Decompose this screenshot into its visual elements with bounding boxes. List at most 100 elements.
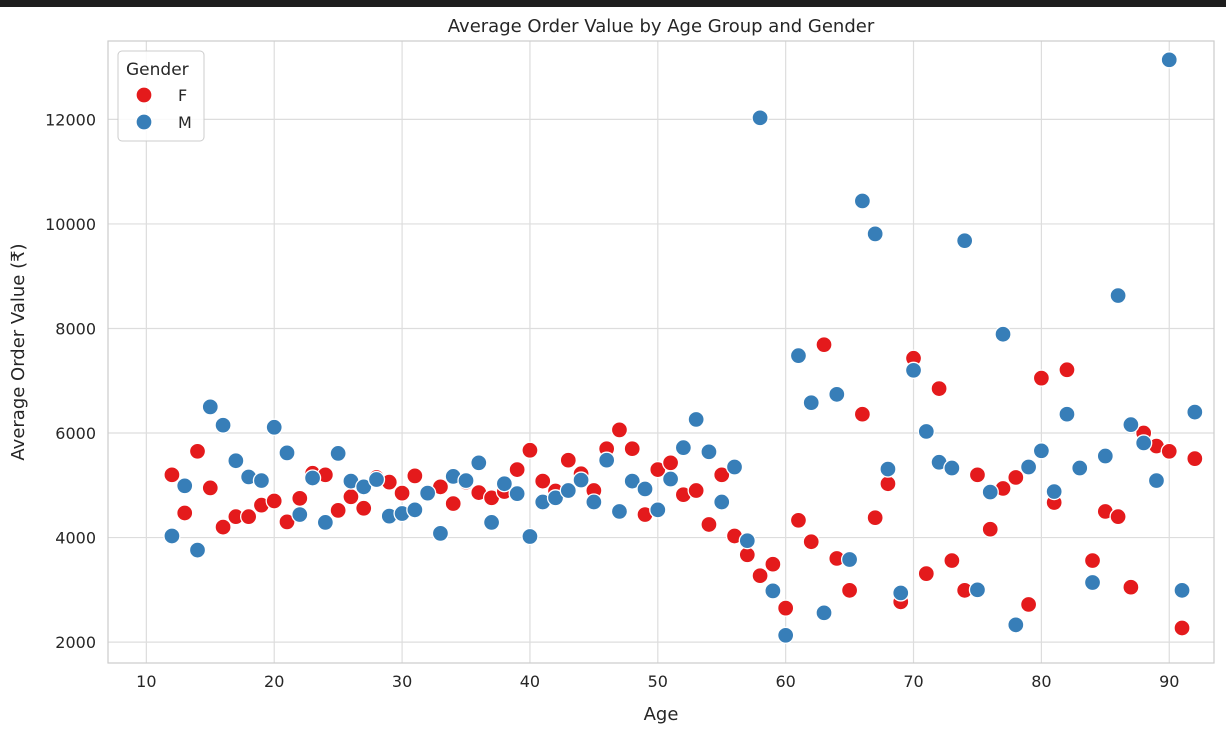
data-point-m xyxy=(278,444,296,462)
data-point-f xyxy=(840,581,859,599)
data-point-f xyxy=(521,441,539,459)
x-tick-label: 10 xyxy=(136,672,156,691)
data-point-f xyxy=(534,472,552,490)
data-point-f xyxy=(355,499,373,517)
data-point-m xyxy=(879,460,897,478)
chart-title: Average Order Value by Age Group and Gen… xyxy=(448,16,875,37)
data-point-f xyxy=(815,336,833,354)
data-point-m xyxy=(738,532,756,550)
data-point-f xyxy=(1007,468,1025,487)
data-point-m xyxy=(892,584,910,602)
data-point-m xyxy=(687,410,705,429)
window-top-bar xyxy=(0,0,1226,7)
data-point-f xyxy=(163,466,181,484)
x-tick-label: 70 xyxy=(903,672,923,691)
data-point-m xyxy=(1071,459,1089,477)
data-point-m xyxy=(1173,581,1191,599)
data-point-m xyxy=(201,398,219,416)
x-tick-label: 50 xyxy=(648,672,668,691)
data-point-m xyxy=(840,550,859,569)
data-point-m xyxy=(751,109,769,127)
legend-entries: FM xyxy=(135,86,192,132)
data-point-m xyxy=(674,439,693,457)
data-point-m xyxy=(419,484,437,502)
x-tick-label: 60 xyxy=(775,672,795,691)
data-point-f xyxy=(444,494,462,513)
data-point-f xyxy=(559,451,577,469)
y-tick-label: 10000 xyxy=(45,215,96,234)
data-point-m xyxy=(1147,471,1166,490)
data-points xyxy=(163,51,1204,644)
data-point-f xyxy=(1109,507,1127,526)
data-point-f xyxy=(1186,449,1204,468)
data-point-f xyxy=(201,479,219,497)
data-point-f xyxy=(1160,442,1178,460)
y-tick-label: 2000 xyxy=(55,633,96,652)
data-point-m xyxy=(764,582,782,600)
data-point-m xyxy=(956,232,974,250)
data-point-f xyxy=(176,504,194,522)
data-point-m xyxy=(1007,616,1025,634)
data-point-m xyxy=(610,502,629,521)
data-point-m xyxy=(355,478,373,496)
data-point-m xyxy=(482,513,501,532)
data-point-f xyxy=(508,460,526,479)
data-point-f xyxy=(930,379,948,398)
data-point-m xyxy=(777,626,795,644)
data-point-m xyxy=(1045,482,1063,501)
data-point-m xyxy=(406,501,424,519)
data-point-m xyxy=(1032,442,1051,460)
data-point-f xyxy=(866,509,884,527)
data-point-m xyxy=(227,452,245,470)
data-point-f xyxy=(291,489,309,508)
data-point-f xyxy=(789,511,808,529)
legend-label-f: F xyxy=(178,86,187,105)
data-point-m xyxy=(1186,403,1204,421)
x-tick-label: 80 xyxy=(1031,672,1051,691)
grid-lines xyxy=(108,41,1214,663)
data-point-f xyxy=(917,564,935,583)
data-point-m xyxy=(303,469,322,487)
x-tick-label: 20 xyxy=(264,672,284,691)
data-point-m xyxy=(649,501,667,519)
data-point-m xyxy=(623,472,641,490)
data-point-m xyxy=(329,444,347,463)
data-point-m xyxy=(828,385,846,403)
x-axis-label: Age xyxy=(644,704,679,725)
data-point-m xyxy=(1058,405,1076,423)
data-point-m xyxy=(367,470,386,489)
y-tick-label: 8000 xyxy=(55,319,96,338)
data-point-m xyxy=(1096,447,1114,465)
data-point-m xyxy=(725,458,744,476)
legend-marker-f xyxy=(135,86,153,104)
y-tick-labels: 2000 4000 6000 8000 10000 12000 xyxy=(45,110,96,652)
data-point-m xyxy=(431,524,450,543)
data-point-f xyxy=(1122,578,1140,596)
y-tick-label: 6000 xyxy=(55,424,96,443)
data-point-f xyxy=(968,466,987,484)
data-point-f xyxy=(687,481,705,500)
data-point-m xyxy=(636,480,654,498)
legend-label-m: M xyxy=(178,113,192,132)
data-point-m xyxy=(316,513,335,532)
data-point-f xyxy=(879,475,897,493)
data-point-m xyxy=(546,489,565,507)
x-tick-label: 30 xyxy=(392,672,412,691)
data-point-m xyxy=(713,493,731,511)
y-axis-label: Average Order Value (₹) xyxy=(8,243,29,460)
data-point-m xyxy=(904,361,923,379)
data-point-m xyxy=(943,459,961,477)
data-point-f xyxy=(265,492,283,510)
data-point-f xyxy=(1032,369,1051,387)
data-point-f xyxy=(214,518,232,536)
data-point-m xyxy=(521,527,539,546)
data-point-m xyxy=(470,454,488,472)
data-point-f xyxy=(406,467,424,485)
data-point-m xyxy=(572,471,590,489)
data-point-m xyxy=(1135,434,1153,452)
legend: Gender FM xyxy=(117,50,205,142)
data-point-f xyxy=(393,484,411,502)
data-point-m xyxy=(802,394,820,412)
data-point-m xyxy=(866,225,884,243)
